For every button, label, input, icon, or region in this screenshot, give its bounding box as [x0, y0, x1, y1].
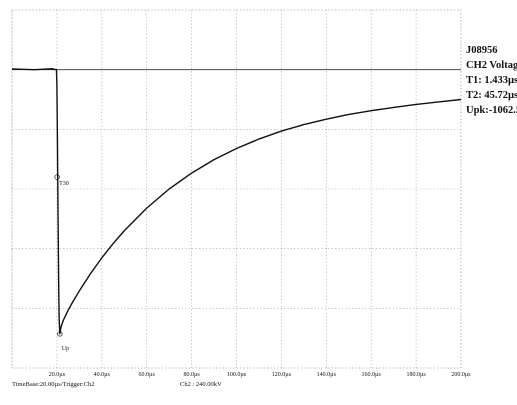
voltage-waveform [11, 67, 462, 335]
annotation-marker [57, 331, 63, 337]
annotation-layer: T30 Up [54, 174, 69, 352]
waveform-layer [11, 67, 462, 335]
annotation-label: Up [62, 346, 69, 352]
x-tick-label: 120.0µs [272, 372, 292, 378]
annotation-marker [54, 174, 60, 180]
annotation-label: T30 [59, 181, 69, 187]
x-tick-label: 200.0µs [451, 372, 471, 378]
t1-readout: T1: 1.433µs [466, 75, 517, 86]
channel-label: CH2 Voltage [466, 60, 517, 71]
timebase-readout: TimeBase:20.00µs/Trigger:Ch2 [12, 381, 95, 388]
x-tick-label: 100.0µs [227, 372, 247, 378]
peak-voltage-readout: Upk:-1062.52kV [466, 105, 517, 116]
x-tick-label: 80.0µs [183, 372, 200, 378]
x-tick-label: 40.0µs [94, 372, 111, 378]
x-tick-label: 160.0µs [362, 372, 382, 378]
x-tick-label-layer: 20.0µs 40.0µs 60.0µs 80.0µs 100.0µs 120.0µs 14… [49, 372, 472, 378]
plot-frame [11, 9, 462, 369]
t2-readout: T2: 45.72µs [466, 90, 517, 101]
x-tick-label: 140.0µs [317, 372, 337, 378]
x-tick-label: 20.0µs [49, 372, 66, 378]
record-id: J08956 [466, 45, 498, 56]
x-tick-label: 180.0µs [406, 372, 426, 378]
plot-grid [11, 9, 462, 369]
channel-scale-readout: Ch2 : 240.00kV [180, 381, 222, 388]
x-tick-label: 60.0µs [139, 372, 156, 378]
